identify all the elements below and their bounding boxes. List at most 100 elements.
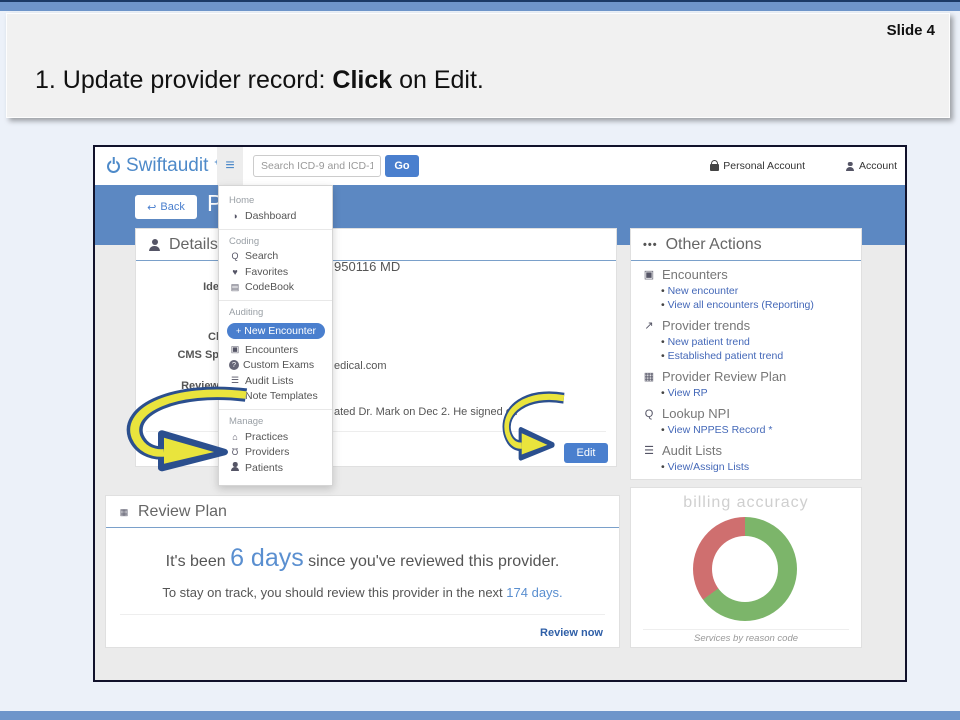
slide-bottom-bar	[0, 711, 960, 720]
list-icon: ☰	[644, 445, 654, 457]
app-logo: Swiftaudit+RA	[107, 155, 233, 177]
menu-item-label: Custom Exams	[243, 359, 315, 372]
other-actions-panel: ••• Other Actions ▣ Encounters New encount…	[630, 228, 862, 480]
account-label: Account	[859, 160, 897, 172]
link-view-all-encounters[interactable]: View all encounters (Reporting)	[631, 298, 861, 312]
menu-item-label: Search	[245, 250, 279, 263]
nav-dropdown-menu: Home ◑ Dashboard Coding Q Search ♥ Favorite…	[218, 185, 333, 486]
details-field-label: Ide	[203, 281, 219, 293]
menu-item-label: Audit Lists	[245, 374, 294, 387]
app-header: Swiftaudit+RA ≡ Go Personal Account Acco…	[95, 147, 905, 185]
details-field-value: ated Dr. Mark on Dec 2. He signed off	[334, 406, 518, 418]
divider	[219, 409, 332, 410]
heart-icon: ♥	[232, 266, 238, 277]
back-button[interactable]: ↩ Back	[135, 195, 197, 219]
divider	[219, 228, 332, 230]
menu-item-label: Providers	[245, 446, 290, 459]
review-line-segment: since you've reviewed this provider.	[303, 553, 560, 570]
billing-accuracy-panel: billing accuracy Services by reason code	[630, 487, 862, 648]
review-now-link[interactable]: Review now	[540, 627, 603, 639]
review-plan-title: Review Plan	[138, 503, 227, 520]
dashboard-icon: ◑	[232, 210, 238, 221]
personal-account-link[interactable]: Personal Account	[710, 147, 805, 185]
menu-item-custom-exams[interactable]: ? Custom Exams	[219, 358, 332, 374]
link-view-nppes-record[interactable]: View NPPES Record *	[631, 423, 861, 437]
book-icon: ▤	[230, 281, 240, 292]
account-link[interactable]: Account	[845, 147, 897, 185]
list-icon: ☰	[230, 375, 240, 386]
copy-icon: ▣	[230, 344, 240, 355]
oa-section-lookup-npi: Q Lookup NPI	[631, 400, 861, 423]
calendar-check-icon: ▦	[643, 371, 655, 383]
billing-accuracy-donut	[693, 517, 797, 621]
menu-item-favorites[interactable]: ♥ Favorites	[219, 264, 332, 280]
stethoscope-icon: Ʊ	[231, 447, 239, 458]
link-new-encounter[interactable]: New encounter	[631, 284, 861, 298]
search-icon: Q	[231, 251, 239, 262]
link-view-assign-lists[interactable]: View/Assign Lists	[631, 460, 861, 474]
chart-line-icon: ↗	[644, 320, 654, 332]
link-new-patient-trend[interactable]: New patient trend	[631, 335, 861, 349]
details-field-label: CMS Sp	[177, 349, 219, 361]
slide-title: 1. Update provider record: Click on Edit…	[35, 66, 484, 95]
review-plan-header: ▦ Review Plan	[106, 496, 619, 528]
hamburger-menu-button[interactable]: ≡	[217, 147, 243, 185]
divider	[120, 614, 605, 615]
menu-item-label: Encounters	[245, 343, 299, 356]
days-until-review: 174 days.	[506, 585, 563, 600]
review-line-segment: It's been	[165, 553, 231, 570]
menu-section-manage: Manage	[229, 416, 264, 427]
person-icon	[229, 462, 241, 473]
details-header: Details	[136, 229, 616, 261]
slide-title-bold: Click	[332, 66, 393, 94]
menu-item-encounters[interactable]: ▣ Encounters	[219, 342, 332, 358]
app-screenshot-frame: Swiftaudit+RA ≡ Go Personal Account Acco…	[93, 145, 907, 682]
review-plan-panel: ▦ Review Plan It's been 6 days since you'…	[105, 495, 620, 648]
app-logo-text: Swiftaudit	[126, 155, 209, 176]
slide-header-box: Slide 4 1. Update provider record: Click…	[6, 13, 950, 118]
menu-item-patients[interactable]: Patients	[219, 460, 332, 476]
other-actions-header: ••• Other Actions	[631, 229, 861, 261]
oa-section-provider-trends: ↗ Provider trends	[631, 312, 861, 335]
slide-title-segment: 1. Update provider record:	[35, 66, 333, 94]
back-label: Back	[160, 201, 185, 213]
oa-section-review-plan: ▦ Provider Review Plan	[631, 363, 861, 386]
menu-item-audit-lists[interactable]: ☰ Audit Lists	[219, 373, 332, 389]
new-encounter-button[interactable]: + New Encounter	[227, 323, 326, 339]
question-circle-icon: ?	[229, 360, 239, 371]
provider-name-fragment: 950116 MD	[334, 259, 401, 274]
menu-section-auditing: Auditing	[229, 307, 264, 318]
slide-top-bar	[0, 0, 960, 11]
back-arrow-icon: ↩	[147, 201, 157, 214]
link-view-rp[interactable]: View RP	[631, 386, 861, 400]
menu-item-label: Favorites	[245, 265, 289, 278]
go-button[interactable]: Go	[385, 155, 419, 177]
review-line-segment: To stay on track, you should review this…	[162, 585, 507, 600]
lock-icon	[710, 160, 720, 171]
oa-section-label: Provider trends	[662, 318, 751, 333]
menu-item-search[interactable]: Q Search	[219, 249, 332, 265]
menu-item-label: New Encounter	[244, 325, 317, 337]
building-icon: ⌂	[232, 431, 238, 442]
slide-number: Slide 4	[886, 22, 935, 39]
menu-item-label: Patients	[245, 461, 283, 474]
menu-item-dashboard[interactable]: ◑ Dashboard	[219, 208, 332, 224]
menu-item-practices[interactable]: ⌂ Practices	[219, 429, 332, 445]
search-icon: Q	[644, 407, 654, 420]
copy-icon: ▣	[643, 269, 655, 281]
menu-item-label: CodeBook	[245, 281, 295, 294]
personal-account-label: Personal Account	[723, 160, 805, 172]
callout-arrow-edit	[502, 391, 565, 461]
edit-button[interactable]: Edit	[564, 443, 608, 463]
search-input[interactable]	[253, 155, 381, 177]
link-established-patient-trend[interactable]: Established patient trend	[631, 349, 861, 363]
days-since-review: 6 days	[230, 544, 304, 572]
other-actions-title: Other Actions	[665, 236, 762, 253]
menu-section-coding: Coding	[229, 235, 260, 247]
details-title: Details	[169, 236, 218, 253]
billing-accuracy-caption: Services by reason code	[643, 629, 849, 644]
menu-item-label: Practices	[245, 430, 289, 443]
menu-item-providers[interactable]: Ʊ Providers	[219, 445, 332, 461]
ellipsis-icon: •••	[643, 239, 658, 251]
menu-item-codebook[interactable]: ▤ CodeBook	[219, 280, 332, 296]
